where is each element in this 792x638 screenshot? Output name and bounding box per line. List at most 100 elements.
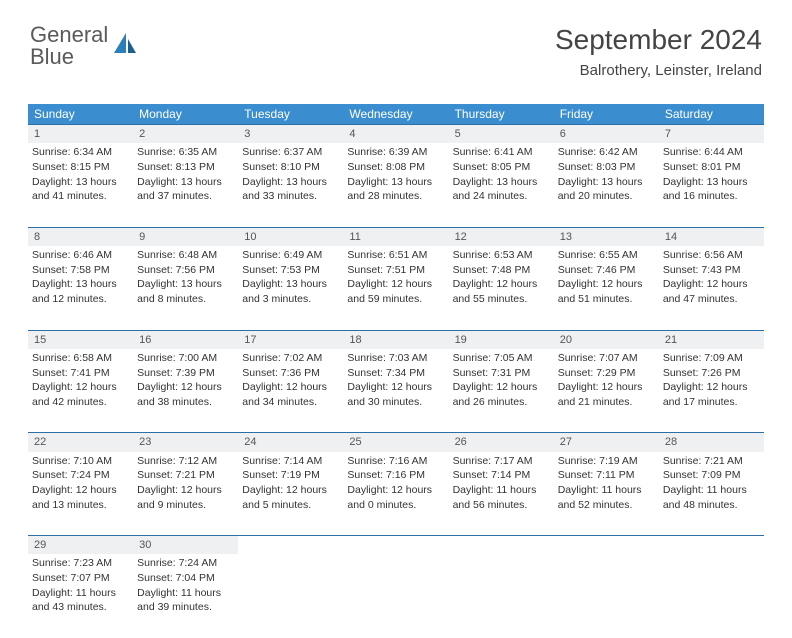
day-data-line: Daylight: 13 hours <box>558 176 655 190</box>
day-data-cell: Sunrise: 6:37 AMSunset: 8:10 PMDaylight:… <box>238 143 343 227</box>
day-data-cell: Sunrise: 7:19 AMSunset: 7:11 PMDaylight:… <box>554 452 659 536</box>
day-data-line: Sunset: 7:24 PM <box>32 469 129 483</box>
day-data-line: and 34 minutes. <box>242 396 339 410</box>
day-data-row: Sunrise: 6:58 AMSunset: 7:41 PMDaylight:… <box>28 349 764 433</box>
day-data-line: and 47 minutes. <box>663 293 760 307</box>
day-data-line: Daylight: 12 hours <box>663 381 760 395</box>
day-data-cell: Sunrise: 7:23 AMSunset: 7:07 PMDaylight:… <box>28 554 133 638</box>
day-number-cell: 13 <box>554 227 659 246</box>
day-data-cell: Sunrise: 7:03 AMSunset: 7:34 PMDaylight:… <box>343 349 448 433</box>
day-data-line: Sunset: 7:31 PM <box>453 367 550 381</box>
day-data-line: Sunrise: 7:07 AM <box>558 352 655 366</box>
day-data-line: Daylight: 12 hours <box>347 278 444 292</box>
day-data-cell <box>238 554 343 638</box>
day-data-line: Sunset: 7:26 PM <box>663 367 760 381</box>
day-data-line: Sunrise: 6:58 AM <box>32 352 129 366</box>
day-data-line: and 42 minutes. <box>32 396 129 410</box>
day-data-line: and 48 minutes. <box>663 499 760 513</box>
day-data-line: and 52 minutes. <box>558 499 655 513</box>
day-data-cell: Sunrise: 6:55 AMSunset: 7:46 PMDaylight:… <box>554 246 659 330</box>
day-data-cell: Sunrise: 7:10 AMSunset: 7:24 PMDaylight:… <box>28 452 133 536</box>
day-number-cell: 4 <box>343 125 448 144</box>
day-data-cell: Sunrise: 7:24 AMSunset: 7:04 PMDaylight:… <box>133 554 238 638</box>
day-data-line: Sunset: 7:04 PM <box>137 572 234 586</box>
day-data-line: Sunset: 7:39 PM <box>137 367 234 381</box>
day-number-cell: 12 <box>449 227 554 246</box>
day-data-line: and 41 minutes. <box>32 190 129 204</box>
day-number-cell <box>343 536 448 555</box>
day-data-line: Daylight: 13 hours <box>242 176 339 190</box>
day-data-line: Daylight: 11 hours <box>453 484 550 498</box>
day-data-line: Sunrise: 6:55 AM <box>558 249 655 263</box>
day-data-line: Sunrise: 7:14 AM <box>242 455 339 469</box>
day-data-line: Sunset: 8:10 PM <box>242 161 339 175</box>
day-data-line: Daylight: 12 hours <box>347 484 444 498</box>
day-data-line: and 17 minutes. <box>663 396 760 410</box>
day-data-cell <box>449 554 554 638</box>
day-data-line: Sunrise: 7:03 AM <box>347 352 444 366</box>
daynum-row: 22232425262728 <box>28 433 764 452</box>
day-data-line: Sunset: 8:08 PM <box>347 161 444 175</box>
day-data-line: Sunset: 7:53 PM <box>242 264 339 278</box>
day-data-line: and 28 minutes. <box>347 190 444 204</box>
day-number-cell: 24 <box>238 433 343 452</box>
day-data-line: Sunrise: 7:24 AM <box>137 557 234 571</box>
day-data-line: and 39 minutes. <box>137 601 234 615</box>
day-data-line: and 37 minutes. <box>137 190 234 204</box>
day-data-line: Sunset: 7:29 PM <box>558 367 655 381</box>
day-data-cell: Sunrise: 7:05 AMSunset: 7:31 PMDaylight:… <box>449 349 554 433</box>
day-data-cell: Sunrise: 6:56 AMSunset: 7:43 PMDaylight:… <box>659 246 764 330</box>
day-data-line: Sunrise: 6:49 AM <box>242 249 339 263</box>
day-data-line: and 26 minutes. <box>453 396 550 410</box>
day-data-line: Sunrise: 7:09 AM <box>663 352 760 366</box>
sail-icon <box>112 31 138 62</box>
weekday-header: Sunday <box>28 104 133 125</box>
daynum-row: 1234567 <box>28 125 764 144</box>
day-data-cell: Sunrise: 6:34 AMSunset: 8:15 PMDaylight:… <box>28 143 133 227</box>
day-data-line: Daylight: 12 hours <box>32 484 129 498</box>
day-data-cell: Sunrise: 7:12 AMSunset: 7:21 PMDaylight:… <box>133 452 238 536</box>
day-number-cell: 11 <box>343 227 448 246</box>
day-data-line: and 33 minutes. <box>242 190 339 204</box>
day-number-cell: 21 <box>659 330 764 349</box>
day-number-cell: 6 <box>554 125 659 144</box>
day-data-line: Daylight: 12 hours <box>137 381 234 395</box>
day-data-line: Sunset: 7:21 PM <box>137 469 234 483</box>
day-data-line: Daylight: 12 hours <box>453 278 550 292</box>
day-data-line: Sunrise: 6:35 AM <box>137 146 234 160</box>
day-data-line: Sunset: 8:03 PM <box>558 161 655 175</box>
day-number-cell: 30 <box>133 536 238 555</box>
day-data-line: Sunrise: 6:46 AM <box>32 249 129 263</box>
day-data-cell: Sunrise: 7:09 AMSunset: 7:26 PMDaylight:… <box>659 349 764 433</box>
day-data-line: and 8 minutes. <box>137 293 234 307</box>
day-number-cell: 2 <box>133 125 238 144</box>
day-data-cell: Sunrise: 6:42 AMSunset: 8:03 PMDaylight:… <box>554 143 659 227</box>
day-number-cell: 25 <box>343 433 448 452</box>
day-data-cell: Sunrise: 6:58 AMSunset: 7:41 PMDaylight:… <box>28 349 133 433</box>
day-data-line: and 13 minutes. <box>32 499 129 513</box>
day-data-line: Sunrise: 7:17 AM <box>453 455 550 469</box>
day-data-line: Sunrise: 7:19 AM <box>558 455 655 469</box>
day-data-line: Sunrise: 6:34 AM <box>32 146 129 160</box>
day-data-cell: Sunrise: 6:48 AMSunset: 7:56 PMDaylight:… <box>133 246 238 330</box>
day-data-cell: Sunrise: 6:44 AMSunset: 8:01 PMDaylight:… <box>659 143 764 227</box>
day-data-line: and 0 minutes. <box>347 499 444 513</box>
day-data-line: Daylight: 12 hours <box>242 484 339 498</box>
day-data-line: and 43 minutes. <box>32 601 129 615</box>
day-data-line: Sunset: 7:51 PM <box>347 264 444 278</box>
day-data-line: Daylight: 13 hours <box>137 176 234 190</box>
day-number-cell: 1 <box>28 125 133 144</box>
day-data-row: Sunrise: 7:23 AMSunset: 7:07 PMDaylight:… <box>28 554 764 638</box>
day-data-line: Sunrise: 7:00 AM <box>137 352 234 366</box>
day-data-line: Daylight: 12 hours <box>558 381 655 395</box>
day-data-line: Daylight: 11 hours <box>32 587 129 601</box>
day-data-line: and 9 minutes. <box>137 499 234 513</box>
day-data-line: Sunrise: 7:05 AM <box>453 352 550 366</box>
day-data-line: Sunrise: 6:48 AM <box>137 249 234 263</box>
day-data-line: Sunrise: 6:56 AM <box>663 249 760 263</box>
day-data-line: Daylight: 12 hours <box>453 381 550 395</box>
day-data-line: Daylight: 12 hours <box>558 278 655 292</box>
day-data-line: Sunrise: 6:51 AM <box>347 249 444 263</box>
daynum-row: 891011121314 <box>28 227 764 246</box>
weekday-header: Wednesday <box>343 104 448 125</box>
